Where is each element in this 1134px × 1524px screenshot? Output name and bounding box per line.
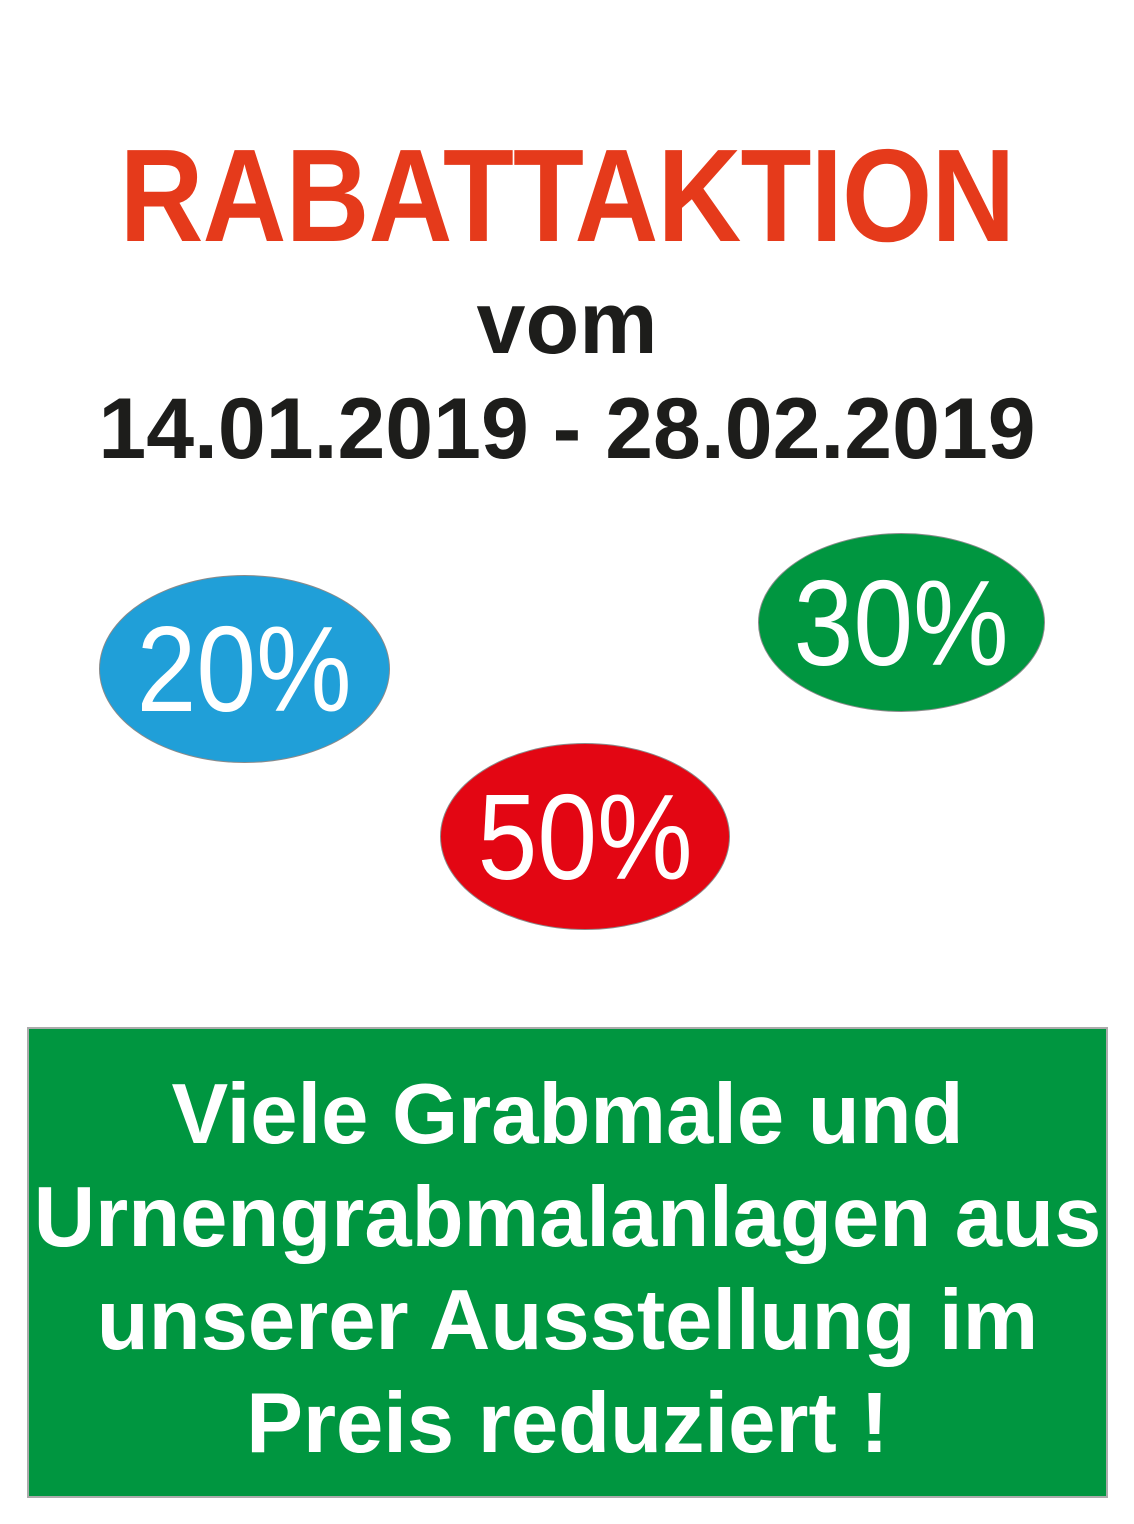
- banner-line-1: Viele Grabmale und: [171, 1067, 964, 1162]
- discount-badge-green: 30%: [758, 533, 1045, 712]
- discount-badge-blue-label: 20%: [137, 601, 352, 737]
- discount-badge-red-label: 50%: [477, 768, 693, 905]
- discount-badge-red: 50%: [440, 743, 730, 930]
- banner-line-2: Urnengrabmalanlagen aus: [33, 1170, 1102, 1265]
- poster-date-range: 14.01.2019 - 28.02.2019: [98, 381, 1036, 477]
- promo-banner: Viele Grabmale und Urnengrabmalanlagen a…: [27, 1027, 1108, 1498]
- banner-line-3: unserer Ausstellung im: [96, 1273, 1039, 1368]
- discount-badge-blue: 20%: [99, 575, 390, 763]
- poster-title: RABATTAKTION: [119, 122, 1016, 269]
- banner-line-4: Preis reduziert !: [246, 1376, 889, 1471]
- poster-subtitle-vom: vom: [476, 273, 658, 372]
- discount-badge-green-label: 30%: [794, 554, 1009, 691]
